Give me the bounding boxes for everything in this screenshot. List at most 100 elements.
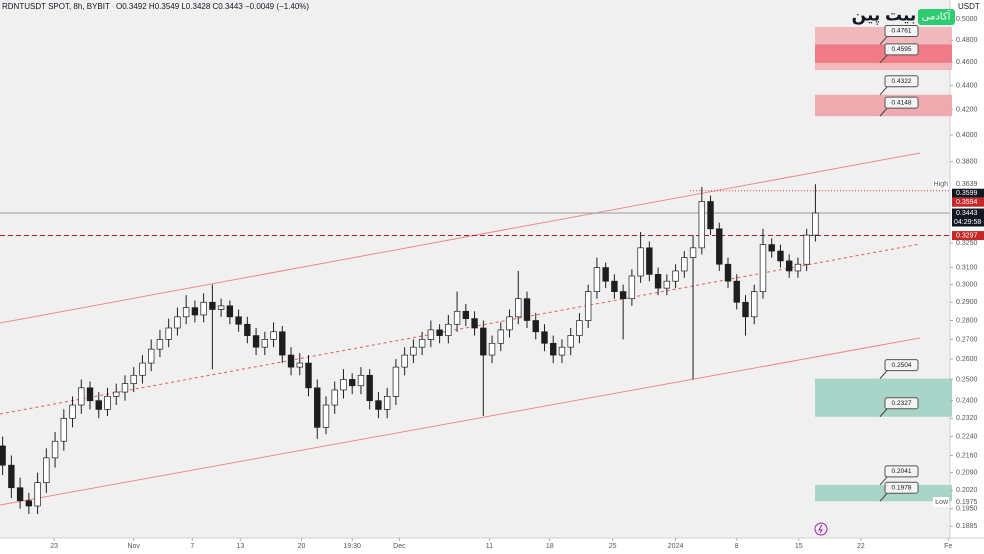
marker-name: Low (935, 499, 949, 506)
candle-body (200, 301, 207, 316)
y-tick-label: 0.2240 (956, 433, 978, 440)
price-marker-box (952, 208, 984, 227)
candle-body (742, 301, 749, 318)
x-tick-label: 18 (546, 543, 554, 550)
candle-body (252, 335, 260, 348)
x-tick-label: Dec (393, 543, 406, 550)
candle-body (550, 342, 557, 356)
x-tick-label: 23 (50, 543, 58, 550)
y-tick-label: 0.3800 (956, 159, 978, 166)
candle-body (698, 201, 705, 249)
candle-body (480, 327, 487, 356)
candle-body (182, 307, 190, 318)
candle-body (156, 339, 164, 350)
zone-label: 0.2504 (892, 362, 912, 369)
candle-body (602, 267, 609, 282)
event-icon-bolt (818, 524, 823, 534)
zone-label-box (884, 465, 919, 478)
ohlc: O0.3492 H0.3549 L0.3428 C0.3443 −0.0049 … (116, 2, 309, 11)
x-tick-label: 15 (795, 543, 803, 550)
candle-body (69, 404, 76, 419)
y-tick-label: 0.3250 (956, 240, 978, 247)
candle-body (410, 346, 417, 356)
candle-body (654, 273, 662, 289)
zone-label: 0.4595 (892, 46, 912, 53)
price-marker-box (952, 197, 984, 207)
candle-body (375, 400, 382, 410)
candle-body (357, 374, 365, 387)
candle-body (515, 298, 522, 318)
candle-body (768, 244, 775, 252)
candle-body (217, 305, 225, 310)
countdown: 04:29:58 (954, 219, 981, 226)
candle-body (436, 329, 443, 336)
candle-body (567, 335, 574, 348)
badge-bg (918, 9, 955, 25)
candle-body (296, 362, 303, 368)
channel-upper (0, 152, 921, 324)
zone-label-box (884, 96, 919, 109)
x-tick-label: 19:30 (343, 543, 361, 550)
marker-name-box (933, 497, 949, 508)
zone-label-box (884, 24, 919, 37)
candle-body (349, 379, 356, 387)
zone (815, 378, 952, 417)
y-tick-label: 0.2320 (956, 415, 978, 422)
candle-body (777, 250, 784, 262)
levels (0, 190, 950, 237)
x-tick-label: Nov (127, 543, 140, 550)
zone-leader (879, 106, 889, 117)
candle-body (366, 374, 373, 402)
candle-body (733, 280, 740, 303)
candle-body (593, 267, 601, 292)
candle-body (418, 339, 426, 348)
y-tick-label: 0.2020 (956, 487, 978, 494)
candle-body (287, 354, 295, 368)
zone-label-box (884, 359, 919, 372)
candle-body (305, 362, 312, 389)
candle-body (60, 417, 67, 442)
candle-body (86, 387, 94, 402)
y-tick-label: 0.2500 (956, 376, 978, 383)
candle-body (619, 291, 627, 300)
zone-label: 0.4148 (892, 99, 912, 106)
y-tick-label: 0.1885 (956, 523, 978, 530)
candle-body (261, 339, 269, 348)
candle-body (331, 389, 338, 406)
candle-body (95, 400, 102, 410)
zone-label: 0.1978 (892, 484, 912, 491)
x-tick-label: 8 (735, 543, 739, 550)
y-tick-label: 0.4600 (956, 59, 978, 66)
candle-body (759, 244, 767, 292)
candle-body (786, 260, 793, 272)
y-tick-label: 0.4800 (956, 37, 978, 44)
zone-label-box (884, 75, 919, 88)
zone-leader (879, 407, 889, 418)
y-tick-label: 0.4400 (956, 82, 978, 89)
candle-body (270, 331, 277, 340)
candle-body (462, 310, 470, 320)
zone-label: 0.4322 (892, 78, 912, 85)
y-tick-label: 0.2900 (956, 299, 978, 306)
zone-label-box (884, 481, 919, 494)
plot-background (0, 0, 950, 538)
symbol: RDNTUSDT SPOT, 8h, BYBIT (2, 2, 110, 11)
y-tick-label: 0.5000 (956, 16, 978, 23)
candle-body (716, 228, 723, 265)
y-tick-label: 0.2800 (956, 317, 978, 324)
zone-leader (879, 35, 889, 45)
y-tick-label: 0.3000 (956, 281, 978, 288)
candle-body (244, 323, 251, 336)
zone-leader (879, 491, 889, 502)
candle-body (584, 291, 592, 321)
candle-body (340, 379, 347, 391)
zone-leader (879, 85, 889, 96)
event-icon[interactable] (814, 522, 828, 536)
zone-label-box (884, 43, 919, 56)
candle-body (226, 305, 234, 318)
candle-body (34, 482, 41, 507)
candle-body (209, 301, 216, 310)
candle-body (165, 327, 172, 340)
candle-body (471, 318, 478, 329)
